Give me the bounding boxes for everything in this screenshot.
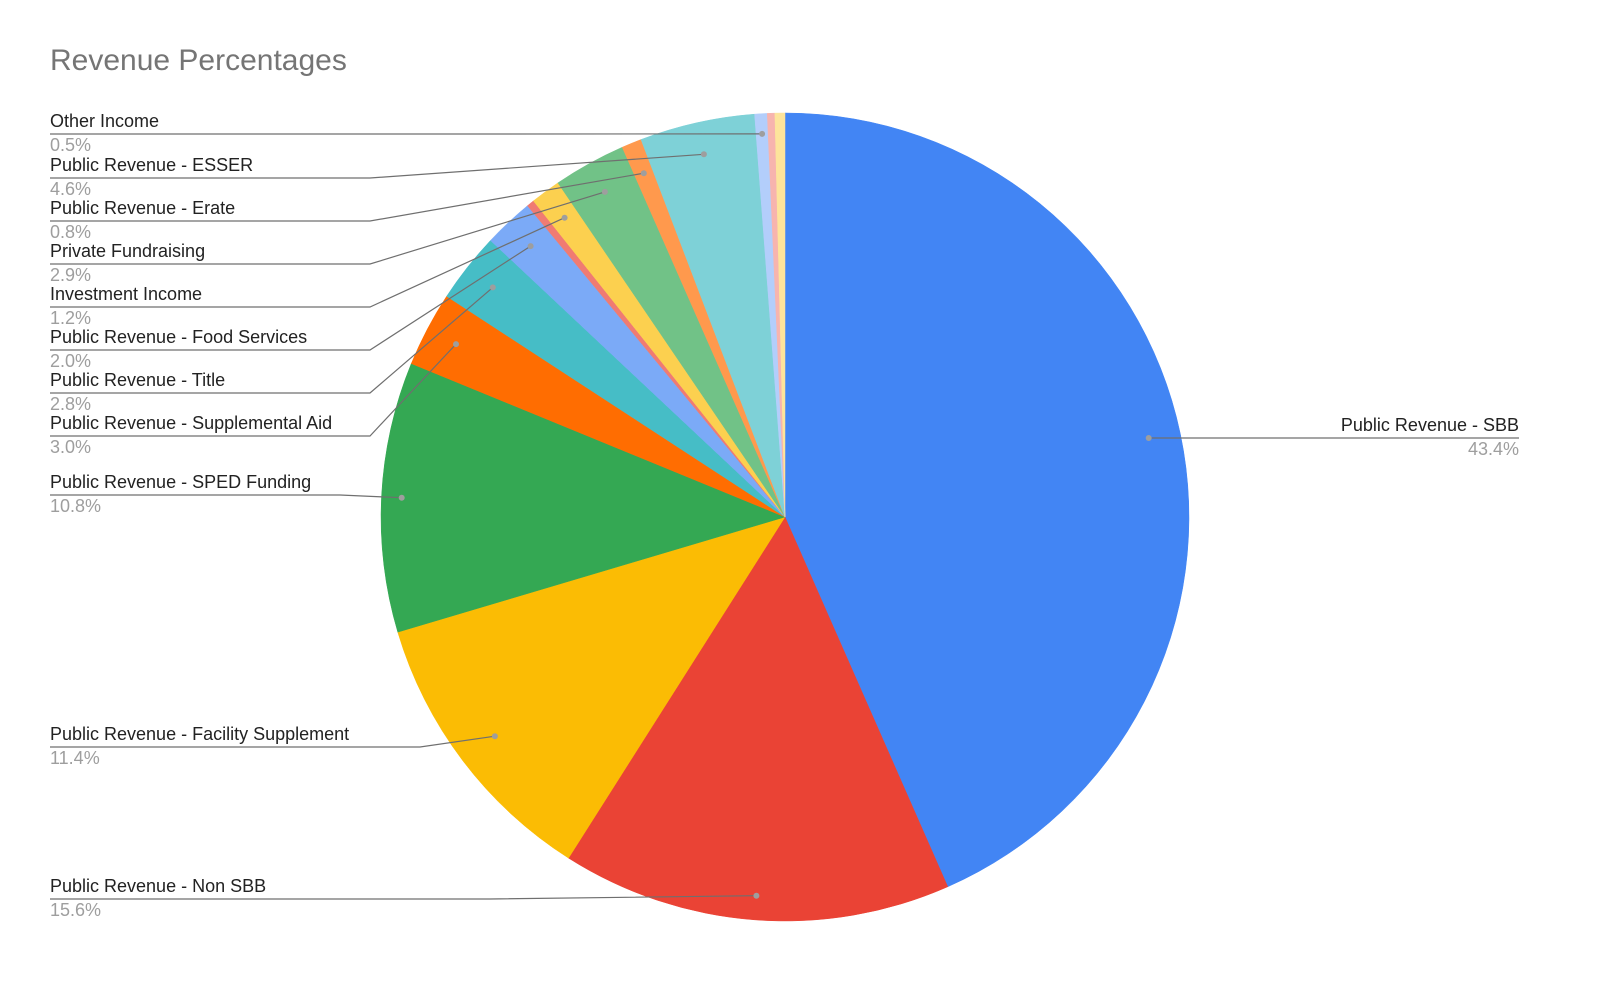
leader-line (50, 245, 531, 351)
leader-line (50, 895, 757, 900)
slice-percent: 10.8% (50, 496, 101, 516)
slice-percent: 2.9% (50, 265, 91, 285)
slice-label: Public Revenue - Facility Supplement (50, 724, 349, 744)
slice-percent: 0.5% (50, 135, 91, 155)
leader-dot (489, 284, 496, 291)
pie-slice (397, 516, 786, 859)
slice-label: Public Revenue - Non SBB (50, 876, 266, 896)
slice-percent: 3.0% (50, 437, 91, 457)
slice-percent: 11.4% (50, 748, 100, 768)
leader-dot (759, 130, 766, 137)
leader-dot (453, 341, 459, 348)
leader-line (50, 172, 644, 222)
leader-dot (491, 733, 498, 740)
leader-dot (601, 188, 608, 195)
slice-percent: 1.2% (50, 308, 91, 328)
slice-percent: 2.0% (50, 351, 91, 371)
leader-dot (527, 243, 534, 250)
leader-line (50, 153, 704, 179)
slice-percent: 2.8% (50, 394, 91, 414)
leader-line (50, 191, 606, 265)
slice-label: Other Income (50, 111, 159, 131)
slice-label: Public Revenue - Food Services (50, 327, 307, 347)
slice-percent: 43.4% (1468, 439, 1519, 459)
leader-dot (398, 494, 405, 501)
slice-percent: 15.6% (50, 900, 101, 920)
leader-line (50, 343, 457, 437)
slice-label: Public Revenue - SPED Funding (50, 472, 311, 492)
leader-dot (700, 151, 707, 158)
leader-dot (640, 170, 647, 177)
slice-percent: 0.8% (50, 222, 91, 242)
pie-slice (568, 516, 949, 922)
slice-label: Public Revenue - Supplemental Aid (50, 413, 332, 433)
pie-slice (784, 112, 1190, 888)
leader-dot (1145, 435, 1152, 441)
slice-label: Investment Income (50, 284, 202, 304)
leader-line (50, 217, 565, 308)
leader-line (50, 494, 402, 499)
chart-title: Revenue Percentages (50, 44, 347, 77)
leader-line (50, 735, 495, 748)
slice-label: Public Revenue - Title (50, 370, 225, 390)
leader-line (50, 286, 494, 394)
slice-label: Public Revenue - ESSER (50, 155, 253, 175)
slice-percent: 4.6% (50, 179, 91, 199)
slice-label: Public Revenue - Erate (50, 198, 235, 218)
leader-dot (753, 892, 760, 899)
pie-slice (774, 112, 786, 518)
slice-label: Private Fundraising (50, 241, 205, 261)
slice-label: Public Revenue - SBB (1341, 415, 1519, 435)
leader-dot (561, 214, 568, 221)
